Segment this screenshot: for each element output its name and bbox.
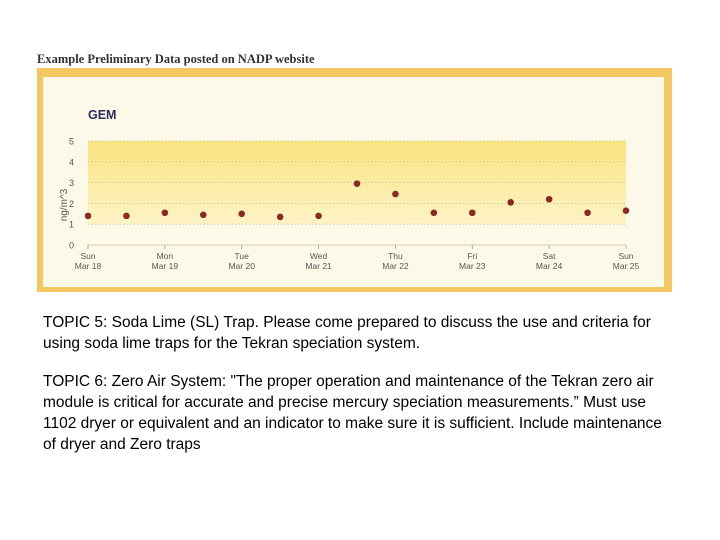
- data-point: [622, 207, 630, 214]
- topic-5-body: . Please come prepared to discuss the us…: [43, 314, 651, 352]
- topic-5-number: TOPIC 5: [43, 314, 104, 331]
- x-tick-date: Mar 21: [305, 261, 332, 271]
- topic-6-title: : Zero Air System: [103, 373, 222, 390]
- y-tick-label: 3: [69, 178, 74, 188]
- x-tick-date: Mar 23: [459, 261, 486, 271]
- chart-title: GEM: [88, 108, 116, 122]
- data-point: [123, 212, 130, 220]
- data-point: [430, 209, 438, 217]
- data-point: [392, 190, 399, 198]
- x-tick-date: Mar 22: [382, 261, 409, 271]
- data-point: [507, 199, 515, 206]
- data-point: [161, 209, 169, 217]
- y-tick-label: 0: [69, 241, 74, 251]
- x-tick-day: Mon: [157, 251, 174, 261]
- x-tick-day: Thu: [388, 251, 403, 261]
- topic-6-paragraph: TOPIC 6: Zero Air System: "The proper op…: [43, 371, 673, 455]
- y-tick-label: 1: [69, 220, 74, 230]
- topic-6-number: TOPIC 6: [43, 373, 104, 390]
- y-axis-label: ng/m^3: [59, 188, 70, 221]
- x-tick-date: Mar 20: [228, 261, 255, 271]
- x-tick-day: Wed: [310, 251, 328, 261]
- x-tick-day: Sun: [80, 251, 95, 261]
- data-point: [545, 195, 553, 203]
- y-tick-label: 5: [69, 137, 74, 147]
- data-point: [276, 213, 284, 221]
- y-tick-label: 4: [69, 157, 74, 167]
- x-tick-day: Fri: [467, 251, 477, 261]
- data-point: [315, 212, 322, 220]
- data-point: [468, 209, 476, 217]
- data-point: [199, 211, 207, 219]
- x-tick-date: Mar 19: [152, 261, 179, 271]
- x-tick-date: Mar 24: [536, 261, 563, 271]
- data-point: [238, 210, 246, 218]
- y-tick-label: 2: [69, 199, 74, 209]
- x-tick-date: Mar 25: [613, 261, 640, 271]
- x-tick-day: Sat: [543, 251, 556, 261]
- topic-6-body: : "The proper operation and maintenance …: [43, 373, 662, 453]
- x-tick-day: Sun: [618, 251, 633, 261]
- figure-heading: Example Preliminary Data posted on NADP …: [37, 52, 315, 66]
- topic-5-title: : Soda Lime (SL) Trap: [103, 314, 255, 331]
- topic-5-paragraph: TOPIC 5: Soda Lime (SL) Trap. Please com…: [43, 312, 673, 354]
- data-point: [353, 180, 361, 187]
- data-point: [84, 212, 92, 220]
- chart-panel: 0 1 2 3 4 5 Sun Mar 18 Mon Mar 19 Tue Mar 20 Wed Mar …: [43, 77, 664, 287]
- x-tick-day: Tue: [235, 251, 250, 261]
- topics-text: TOPIC 5: Soda Lime (SL) Trap. Please com…: [43, 312, 673, 472]
- x-tick-date: Mar 18: [75, 261, 102, 271]
- data-point: [584, 209, 591, 217]
